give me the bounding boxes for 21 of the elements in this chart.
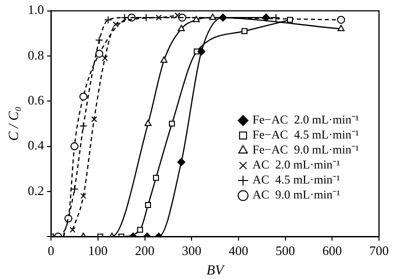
legend-label: AC 4.5 mL·min⁻¹ [252,172,341,187]
y-tick-label: 0.6 [28,92,45,108]
legend-label: AC 2.0 mL·min⁻¹ [252,158,341,172]
x-tick-label: 100 [88,242,108,258]
x-tick-label: 200 [135,242,154,258]
legend-label: Fe−AC 9.0 mL·min⁻¹ [252,142,360,157]
x-axis-title: BV [206,263,226,278]
x-tick-label: 300 [182,242,202,258]
x-tick-label: 0 [48,242,54,258]
y-tick-label: 0.4 [28,138,45,153]
legend-label: AC 9.0 mL·min⁻¹ [252,188,341,202]
y-tick-label: 0.2 [28,182,44,198]
x-tick-label: 400 [228,242,248,258]
y-tick-label: 0.8 [28,47,44,62]
legend-label: Fe−AC 4.5 mL·min⁻¹ [252,128,360,142]
y-axis-title: C / C₀ [7,106,22,141]
x-tick-label: 600 [322,242,342,258]
x-tick-label: 500 [276,242,296,258]
y-tick-label: 1.0 [28,2,44,18]
legend-label: Fe−AC 2.0 mL·min⁻¹ [252,112,360,127]
x-tick-label: 700 [369,242,389,258]
